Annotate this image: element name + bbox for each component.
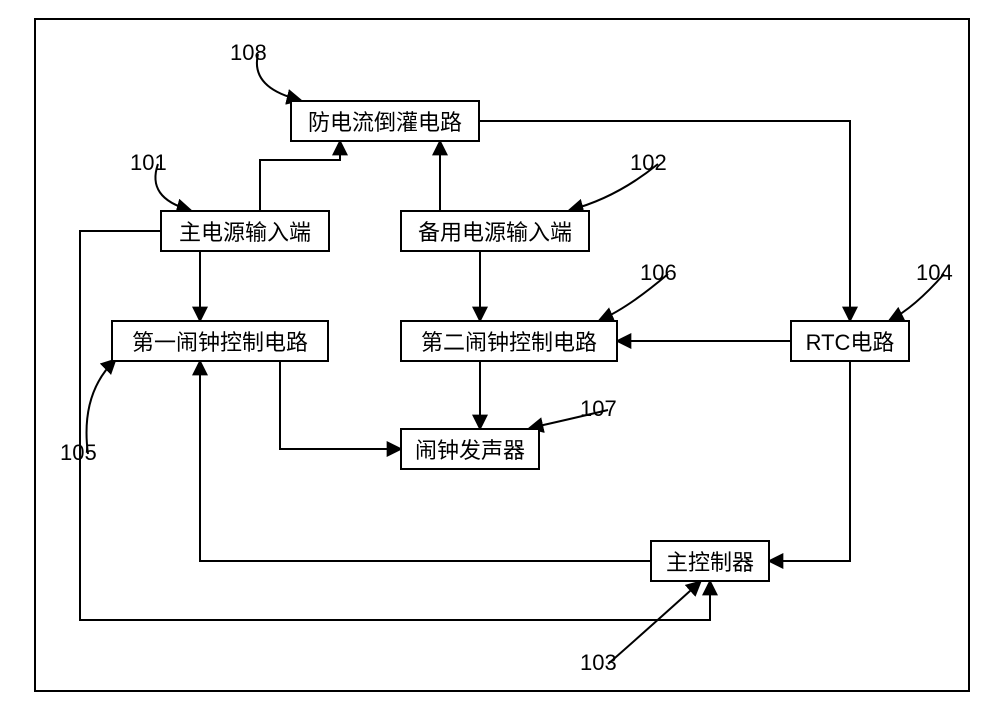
- callout-label-c104: 104: [916, 260, 953, 286]
- node-n101: 主电源输入端: [160, 210, 330, 252]
- node-label: 备用电源输入端: [418, 215, 572, 247]
- callout-label-c106: 106: [640, 260, 677, 286]
- node-n103: 主控制器: [650, 540, 770, 582]
- node-n106: 第二闹钟控制电路: [400, 320, 618, 362]
- node-n104: RTC电路: [790, 320, 910, 362]
- node-label: 主控制器: [666, 545, 754, 577]
- node-label: 防电流倒灌电路: [308, 105, 462, 137]
- node-label: 第一闹钟控制电路: [132, 325, 308, 357]
- callout-label-c108: 108: [230, 40, 267, 66]
- node-label: RTC电路: [806, 325, 895, 357]
- callout-label-c101: 101: [130, 150, 167, 176]
- node-n108: 防电流倒灌电路: [290, 100, 480, 142]
- callout-label-c103: 103: [580, 650, 617, 676]
- callout-label-c107: 107: [580, 396, 617, 422]
- node-label: 闹钟发声器: [415, 433, 525, 465]
- node-n105: 第一闹钟控制电路: [111, 320, 329, 362]
- node-n102: 备用电源输入端: [400, 210, 590, 252]
- node-label: 第二闹钟控制电路: [421, 325, 597, 357]
- callout-label-c105: 105: [60, 440, 97, 466]
- node-label: 主电源输入端: [179, 215, 311, 247]
- diagram-canvas: 防电流倒灌电路主电源输入端 备用电源输入端第一闹钟控制电路 第二闹钟控制电路 RTC电…: [0, 0, 1000, 706]
- callout-label-c102: 102: [630, 150, 667, 176]
- node-n107: 闹钟发声器: [400, 428, 540, 470]
